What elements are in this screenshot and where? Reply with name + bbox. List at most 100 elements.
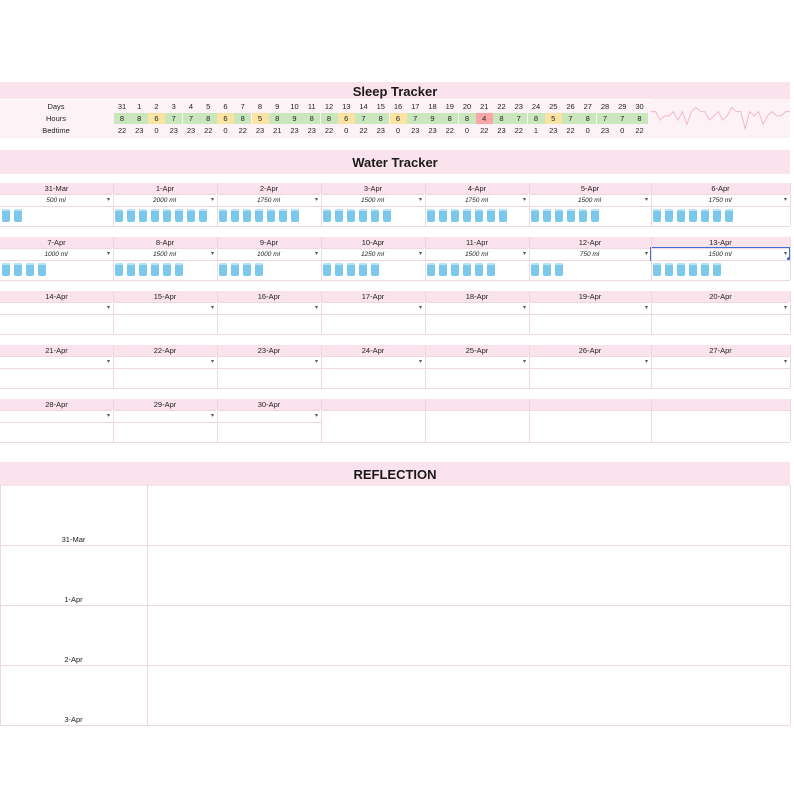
water-amount-dropdown[interactable]: ▾ [0,410,112,422]
dropdown-arrow-icon[interactable]: ▾ [314,251,318,257]
day-cell[interactable]: 29 [618,102,627,111]
day-cell[interactable]: 22 [497,102,506,111]
water-amount-dropdown[interactable]: ▾ [0,356,112,368]
water-day-cell[interactable] [425,368,529,389]
water-day-cell[interactable] [529,410,651,443]
water-amount-dropdown[interactable]: 1500 ml ▾ [650,247,790,261]
water-day-cell[interactable] [321,368,425,389]
day-cell[interactable]: 4 [188,102,194,111]
water-amount-dropdown[interactable]: ▾ [113,410,216,422]
dropdown-arrow-icon[interactable]: ▾ [106,413,110,419]
water-amount-dropdown[interactable]: 1500 ml ▾ [113,248,216,260]
bedtime-cell[interactable]: 23 [549,126,558,135]
dropdown-arrow-icon[interactable]: ▾ [522,251,526,257]
day-cell[interactable]: 25 [549,102,558,111]
hours-cell[interactable]: 8 [631,113,648,124]
water-amount-dropdown[interactable]: 1750 ml ▾ [651,194,789,206]
hours-cell[interactable]: 4 [475,113,493,124]
water-day-cell[interactable] [425,314,529,335]
water-day-cell[interactable] [651,206,790,227]
dropdown-arrow-icon[interactable]: ▾ [644,197,648,203]
day-cell[interactable]: 16 [393,102,403,111]
hours-cell[interactable]: 9 [286,113,303,124]
bedtime-cell[interactable]: 23 [411,126,420,135]
dropdown-arrow-icon[interactable]: ▾ [210,197,214,203]
dropdown-arrow-icon[interactable]: ▾ [522,359,526,365]
dropdown-arrow-icon[interactable]: ▾ [210,251,214,257]
water-day-cell[interactable] [217,368,321,389]
hours-cell[interactable]: 8 [320,113,338,124]
reflection-entry-cell[interactable] [148,485,790,545]
water-day-cell[interactable] [651,260,790,281]
water-amount-dropdown[interactable]: 1500 ml ▾ [321,194,424,206]
hours-cell[interactable]: 6 [148,113,165,124]
reflection-entry-cell[interactable] [148,665,790,725]
water-day-cell[interactable] [217,206,321,227]
water-amount-dropdown[interactable]: 1500 ml ▾ [425,248,528,260]
water-day-cell[interactable] [0,314,113,335]
water-amount-dropdown[interactable]: ▾ [651,356,789,368]
water-day-cell[interactable] [321,314,425,335]
bedtime-cell[interactable]: 22 [324,126,334,135]
water-day-cell[interactable] [425,410,529,443]
dropdown-arrow-icon[interactable]: ▾ [314,359,318,365]
water-day-cell[interactable] [651,410,790,443]
dropdown-arrow-icon[interactable]: ▾ [106,197,110,203]
hours-cell[interactable]: 7 [182,113,200,124]
dropdown-arrow-icon[interactable]: ▾ [418,359,422,365]
bedtime-cell[interactable]: 22 [359,126,368,135]
dropdown-arrow-icon[interactable]: ▾ [106,251,110,257]
day-cell[interactable]: 14 [359,102,368,111]
water-day-cell[interactable] [0,260,113,281]
bedtime-cell[interactable]: 22 [480,126,489,135]
reflection-entry-cell[interactable] [148,545,790,605]
water-amount-dropdown[interactable]: ▾ [113,356,216,368]
dropdown-arrow-icon[interactable]: ▾ [783,359,787,365]
dropdown-arrow-icon[interactable]: ▾ [644,305,648,311]
water-amount-dropdown[interactable]: 1000 ml ▾ [0,248,112,260]
dropdown-arrow-icon[interactable]: ▾ [783,197,787,203]
bedtime-cell[interactable]: 0 [154,126,159,135]
bedtime-cell[interactable]: 0 [585,126,590,135]
dropdown-arrow-icon[interactable]: ▾ [210,359,214,365]
water-amount-dropdown[interactable]: 1250 ml ▾ [321,248,424,260]
hours-cell[interactable]: 9 [424,113,441,124]
bedtime-cell[interactable]: 23 [307,126,316,135]
dropdown-arrow-icon[interactable]: ▾ [418,197,422,203]
water-day-cell[interactable] [113,206,217,227]
bedtime-cell[interactable]: 22 [238,126,247,135]
day-cell[interactable]: 7 [240,102,245,111]
bedtime-cell[interactable]: 23 [255,126,265,135]
hours-cell[interactable]: 8 [303,113,321,124]
day-cell[interactable]: 9 [275,102,280,111]
hours-cell[interactable]: 6 [389,113,407,124]
dropdown-arrow-icon[interactable]: ▾ [106,305,110,311]
dropdown-arrow-icon[interactable]: ▾ [314,305,318,311]
bedtime-cell[interactable]: 22 [117,126,127,135]
bedtime-cell[interactable]: 23 [169,126,178,135]
hours-cell[interactable]: 8 [199,113,217,124]
hours-cell[interactable]: 5 [544,113,562,124]
hours-cell[interactable]: 8 [441,113,459,124]
water-day-cell[interactable] [0,206,113,227]
reflection-entry-cell[interactable] [148,605,790,665]
water-amount-dropdown[interactable]: ▾ [651,302,789,314]
hours-cell[interactable]: 8 [268,113,286,124]
day-cell[interactable]: 24 [531,102,541,111]
water-amount-dropdown[interactable]: ▾ [529,356,650,368]
water-day-cell[interactable] [529,314,651,335]
day-cell[interactable]: 13 [342,102,351,111]
day-cell[interactable]: 1 [137,102,142,111]
hours-cell[interactable]: 8 [372,113,390,124]
hours-cell[interactable]: 8 [234,113,252,124]
water-amount-dropdown[interactable]: ▾ [0,302,112,314]
water-amount-dropdown[interactable]: 2000 ml ▾ [113,194,216,206]
day-cell[interactable]: 11 [307,102,316,111]
bedtime-cell[interactable]: 23 [497,126,506,135]
bedtime-cell[interactable]: 23 [186,126,196,135]
dropdown-arrow-icon[interactable]: ▾ [314,413,318,419]
water-amount-dropdown[interactable]: ▾ [113,302,216,314]
water-day-cell[interactable] [217,260,321,281]
hours-cell[interactable]: 8 [493,113,510,124]
day-cell[interactable]: 6 [223,102,228,111]
